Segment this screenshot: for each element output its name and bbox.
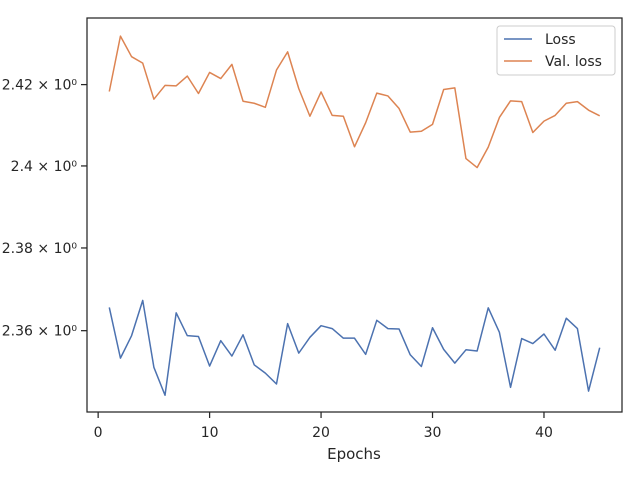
x-axis: 0 10 20 30 40 bbox=[94, 412, 553, 441]
legend: Loss Val. loss bbox=[496, 25, 616, 76]
series-line-1 bbox=[108, 299, 601, 397]
x-tick-label: 20 bbox=[312, 425, 330, 441]
x-axis-label: Epochs bbox=[327, 445, 381, 463]
legend-label: Val. loss bbox=[545, 54, 602, 70]
legend-label: Loss bbox=[545, 32, 576, 48]
plot-area bbox=[86, 17, 623, 413]
x-tick-label: 10 bbox=[201, 425, 219, 441]
y-tick-label: 2.42 × 10⁰ bbox=[2, 78, 78, 94]
y-tick-label: 2.36 × 10⁰ bbox=[2, 324, 78, 340]
y-axis: 2.36 × 10⁰ 2.38 × 10⁰ 2.4 × 10⁰ 2.42 × 10⁰ bbox=[2, 78, 87, 340]
y-tick-label: 2.4 × 10⁰ bbox=[11, 159, 78, 175]
y-tick-label: 2.38 × 10⁰ bbox=[2, 241, 78, 257]
x-tick-label: 30 bbox=[424, 425, 442, 441]
x-tick-label: 40 bbox=[535, 425, 553, 441]
x-tick-label: 0 bbox=[94, 425, 103, 441]
axes-frame bbox=[86, 17, 623, 413]
series-line-2 bbox=[108, 35, 601, 169]
